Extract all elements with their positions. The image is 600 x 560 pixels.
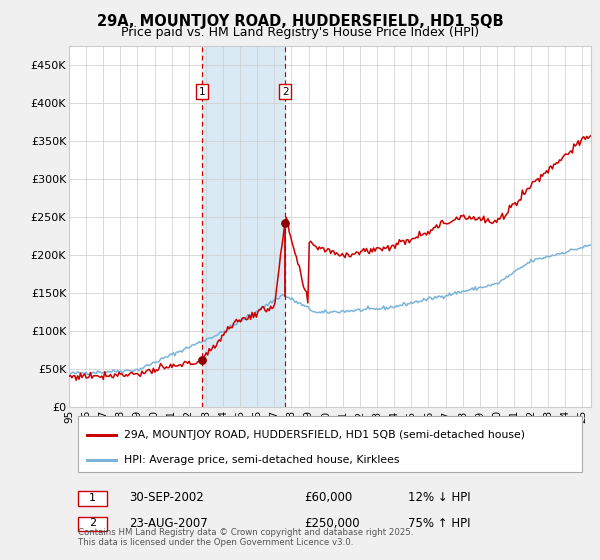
Text: 23-AUG-2007: 23-AUG-2007 (129, 517, 208, 530)
Point (197, 356, 207, 365)
Text: 1: 1 (199, 87, 205, 96)
Text: 2: 2 (282, 87, 289, 96)
Text: £250,000: £250,000 (304, 517, 359, 530)
Text: £60,000: £60,000 (304, 491, 352, 505)
Bar (202, 46, 286, 407)
Text: 29A, MOUNTJOY ROAD, HUDDERSFIELD, HD1 5QB (semi-detached house): 29A, MOUNTJOY ROAD, HUDDERSFIELD, HD1 5Q… (124, 431, 525, 441)
Text: 1: 1 (89, 493, 96, 503)
Text: 75% ↑ HPI: 75% ↑ HPI (409, 517, 471, 530)
FancyBboxPatch shape (79, 416, 582, 472)
Text: 29A, MOUNTJOY ROAD, HUDDERSFIELD, HD1 5QB: 29A, MOUNTJOY ROAD, HUDDERSFIELD, HD1 5Q… (97, 14, 503, 29)
Text: 2: 2 (89, 519, 96, 528)
Text: HPI: Average price, semi-detached house, Kirklees: HPI: Average price, semi-detached house,… (124, 455, 400, 465)
Text: 30-SEP-2002: 30-SEP-2002 (129, 491, 204, 505)
Point (280, 218, 290, 227)
Text: 12% ↓ HPI: 12% ↓ HPI (409, 491, 471, 505)
FancyBboxPatch shape (79, 492, 107, 506)
Text: Price paid vs. HM Land Registry's House Price Index (HPI): Price paid vs. HM Land Registry's House … (121, 26, 479, 39)
Text: Contains HM Land Registry data © Crown copyright and database right 2025.
This d: Contains HM Land Registry data © Crown c… (79, 528, 414, 547)
FancyBboxPatch shape (79, 517, 107, 531)
